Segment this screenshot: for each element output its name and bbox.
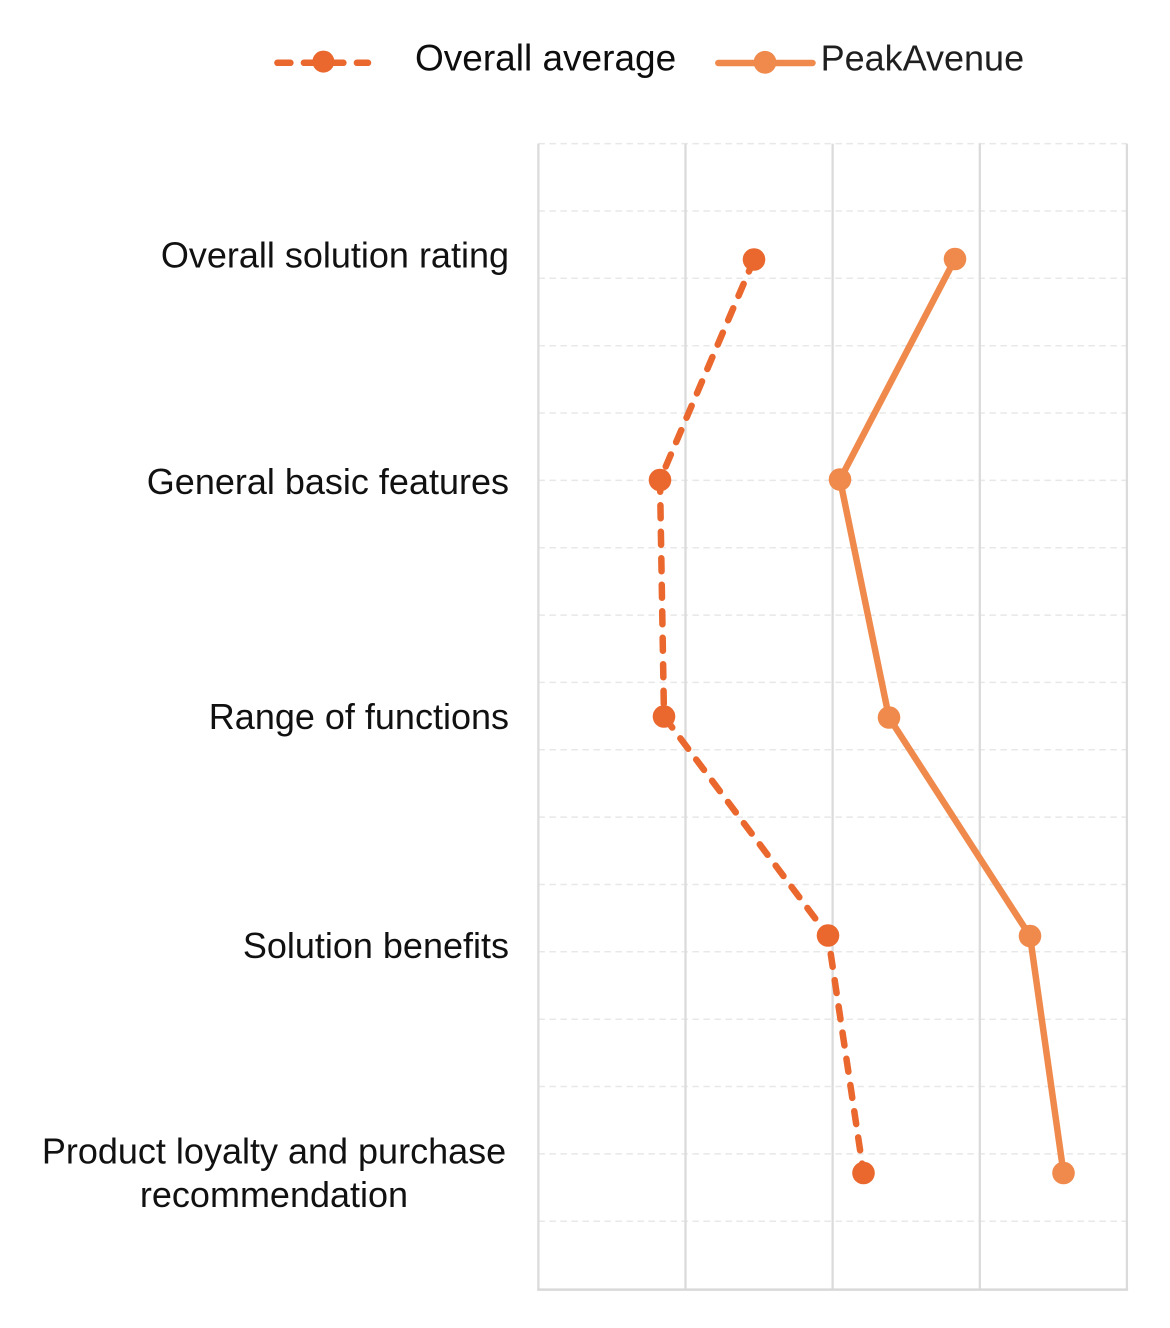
svg-text:PeakAvenue: PeakAvenue	[821, 37, 1025, 78]
svg-text:recommendation: recommendation	[140, 1174, 408, 1215]
svg-text:Overall solution rating: Overall solution rating	[161, 235, 509, 276]
svg-text:General basic features: General basic features	[147, 461, 509, 502]
svg-text:Product loyalty and purchase: Product loyalty and purchase	[42, 1131, 506, 1172]
svg-text:Solution benefits: Solution benefits	[243, 925, 509, 966]
svg-text:Range of functions: Range of functions	[209, 696, 509, 737]
svg-text:Overall average: Overall average	[415, 37, 676, 78]
